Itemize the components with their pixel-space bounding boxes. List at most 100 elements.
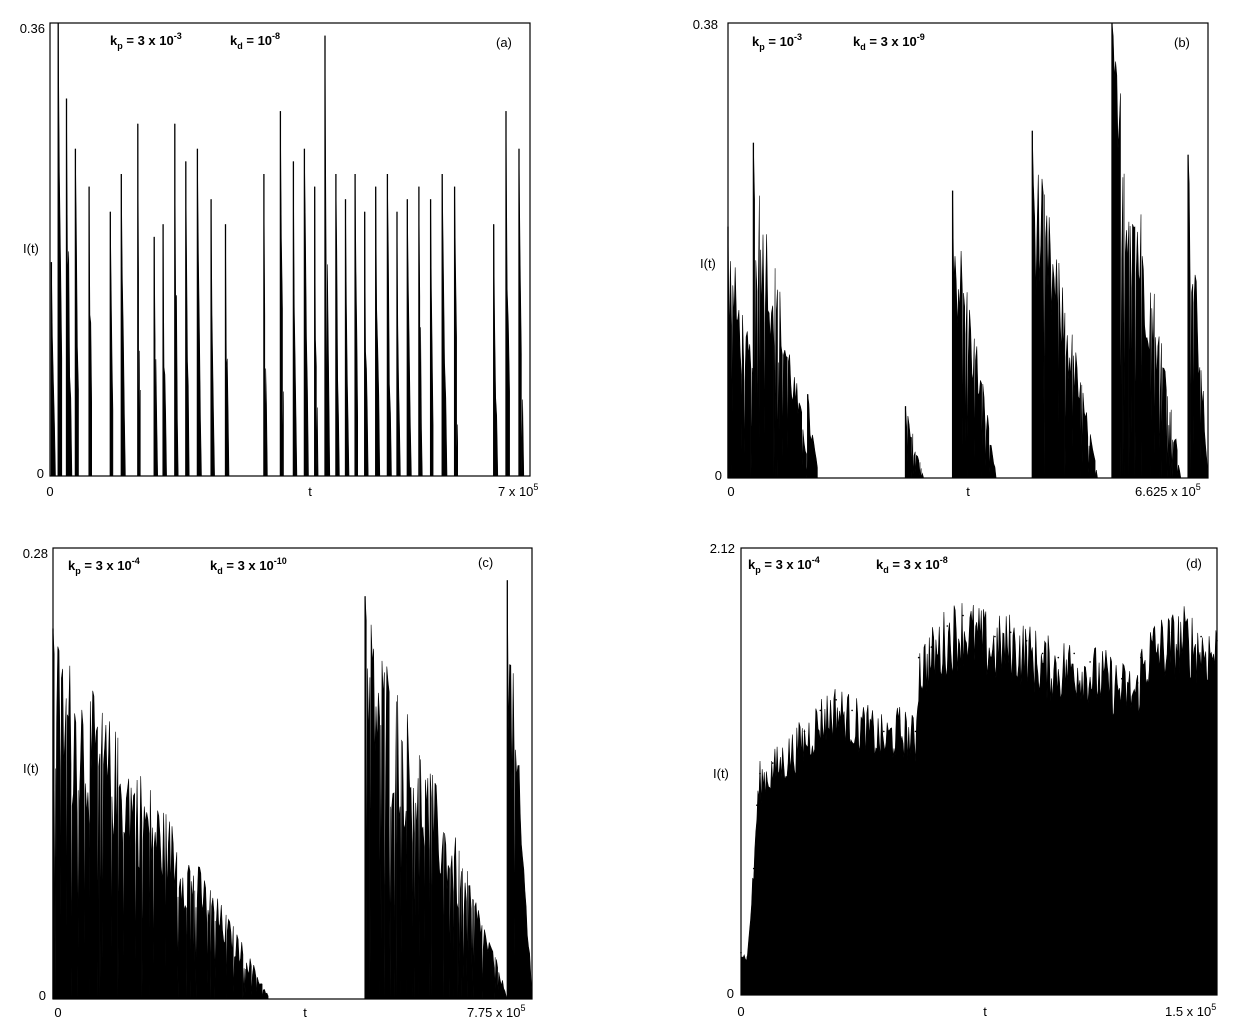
panel-d-xtick-right: 1.5 x 105	[1165, 1002, 1216, 1019]
panel-b-marks	[727, 22, 1209, 479]
panel-d-kd-label: kd = 3 x 10-8	[876, 555, 948, 575]
panel-b-xlabel: t	[966, 484, 970, 499]
panel-d-ylabel: I(t)	[713, 766, 729, 781]
panel-d-point-22	[1041, 652, 1044, 655]
panel-d-point-11	[883, 730, 885, 733]
panel-b-ylabel: I(t)	[700, 256, 716, 271]
panel-d-xtick-right-mantissa: 1.5 x 10	[1165, 1004, 1211, 1019]
panel-b-kp-label: kp = 10-3	[752, 32, 802, 52]
panel-d-point-23	[1057, 656, 1060, 659]
panel-d-point-21	[1025, 640, 1028, 642]
panel-a-burst-1	[57, 22, 63, 477]
panel-d-point-5	[771, 762, 774, 764]
panel-c-marks	[52, 580, 533, 1000]
panel-c-label: (c)	[478, 555, 493, 570]
panel-d-point-31	[1168, 631, 1171, 634]
panel-d-point-19	[994, 635, 996, 638]
panel-c-kd-value: = 3 x 10	[226, 558, 273, 573]
panel-a-marks	[50, 22, 525, 477]
panel-c-kp-value: = 3 x 10	[84, 558, 131, 573]
panel-a: 0.36 0 I(t) 0 t 7 x 105 kp = 3 x 10-3 kd…	[20, 21, 539, 499]
panel-d-point-20	[1009, 631, 1012, 634]
panel-c-xtick-right: 7.75 x 105	[467, 1003, 526, 1020]
panel-c-burst-1	[364, 596, 508, 1000]
panel-d-point-14	[917, 656, 920, 659]
panel-b-ytick-bottom: 0	[715, 468, 722, 483]
panel-b-burst-4	[952, 190, 997, 479]
panel-d-point-7	[819, 709, 822, 712]
panel-d-kp-value: = 3 x 10	[764, 557, 811, 572]
panel-a-burst-2	[66, 98, 73, 477]
panel-b-xtick-right: 6.625 x 105	[1135, 482, 1201, 499]
panel-c-kd-exponent: -10	[274, 556, 287, 566]
panel-d-point-33	[1200, 635, 1202, 638]
panel-d-point-28	[1136, 682, 1139, 684]
panel-d-point-8	[835, 699, 837, 701]
panel-a-xtick-left: 0	[46, 484, 53, 499]
panel-a-kp-label: kp = 3 x 10-3	[110, 31, 182, 51]
panel-d-ytick-top: 2.12	[710, 541, 735, 556]
panel-a-label: (a)	[496, 35, 512, 50]
panel-b-burst-5	[1032, 130, 1098, 479]
panel-b: 0.38 0 I(t) 0 t 6.625 x 105 kp = 10-3 kd…	[693, 17, 1209, 499]
panel-d-point-26	[1105, 667, 1107, 669]
panel-a-frame	[49, 22, 531, 477]
panel-a-kd-value: = 10	[246, 33, 272, 48]
panel-b-burst-1	[753, 142, 812, 479]
panel-b-burst-2	[807, 394, 819, 479]
panel-d-kp-label: kp = 3 x 10-4	[748, 555, 820, 575]
panel-d-xlabel: t	[983, 1004, 987, 1019]
panel-b-ytick-top: 0.38	[693, 17, 718, 32]
panel-c-frame	[52, 547, 533, 1000]
panel-b-label: (b)	[1174, 35, 1190, 50]
panel-a-burst-34	[505, 111, 511, 477]
panel-c-burst-0	[52, 628, 270, 1000]
panel-d-point-6	[803, 730, 806, 733]
panel-a-kd-exponent: -8	[272, 31, 280, 41]
panel-d-ytick-bottom: 0	[727, 986, 734, 1001]
panel-b-burst-7	[1187, 154, 1209, 479]
panel-d-point-17	[962, 614, 964, 617]
panel-d: 2.12 0 I(t) 0 t 1.5 x 105 kp = 3 x 10-4 …	[710, 541, 1218, 1019]
panel-b-kd-value: = 3 x 10	[869, 34, 916, 49]
panel-c-xtick-right-mantissa: 7.75 x 10	[467, 1005, 521, 1020]
panel-a-kp-value: = 3 x 10	[126, 33, 173, 48]
panel-c-kd-label: kd = 3 x 10-10	[210, 556, 287, 576]
panel-d-point-1	[746, 956, 749, 958]
panel-d-point-16	[946, 625, 949, 627]
panel-b-kd-label: kd = 3 x 10-9	[853, 32, 925, 52]
panel-c-kp-label: kp = 3 x 10-4	[68, 556, 140, 576]
panel-a-burst-20	[324, 35, 331, 477]
panel-d-kd-exponent: -8	[940, 555, 948, 565]
panel-b-burst-6	[1111, 22, 1182, 479]
panel-b-xtick-right-mantissa: 6.625 x 10	[1135, 484, 1196, 499]
panel-a-ytick-bottom: 0	[37, 466, 44, 481]
panel-d-kp-exponent: -4	[812, 555, 820, 565]
panel-d-point-32	[1184, 625, 1187, 627]
panel-d-point-25	[1089, 661, 1091, 663]
panel-d-point-30	[1152, 635, 1155, 638]
panel-a-kp-exponent: -3	[174, 31, 182, 41]
panel-b-xtick-left: 0	[727, 484, 734, 499]
panel-b-burst-3	[905, 406, 924, 479]
panel-a-ytick-top: 0.36	[20, 21, 45, 36]
panel-a-burst-35	[518, 148, 525, 477]
panel-d-xtick-left: 0	[737, 1004, 744, 1019]
panel-b-kp-value: = 10	[768, 34, 794, 49]
panel-d-frame	[740, 547, 1218, 996]
panel-d-point-18	[978, 625, 980, 627]
panel-d-point-12	[898, 720, 901, 722]
panel-d-point-27	[1121, 677, 1123, 680]
panel-b-kp-exponent: -3	[794, 32, 802, 42]
panel-d-label: (d)	[1186, 556, 1202, 571]
panel-c-xtick-left: 0	[54, 1005, 61, 1020]
panel-b-xtick-right-exponent: 5	[1196, 482, 1201, 492]
panel-c-ytick-top: 0.28	[23, 546, 48, 561]
panel-d-point-29	[1140, 656, 1142, 659]
panel-d-point-15	[930, 646, 933, 648]
panel-a-kd-label: kd = 10-8	[230, 31, 280, 51]
panel-d-marks	[740, 603, 1218, 996]
panel-d-xtick-right-exponent: 5	[1211, 1002, 1216, 1012]
panel-d-point-24	[1073, 652, 1075, 655]
panel-d-point-3	[756, 804, 758, 806]
